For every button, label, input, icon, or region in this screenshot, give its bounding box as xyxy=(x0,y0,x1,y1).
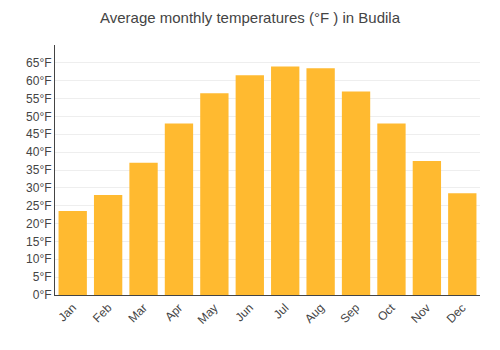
svg-text:5°F: 5°F xyxy=(33,270,52,284)
svg-text:Dec: Dec xyxy=(444,301,469,326)
svg-text:50°F: 50°F xyxy=(26,110,51,124)
svg-text:Nov: Nov xyxy=(408,301,433,326)
svg-text:30°F: 30°F xyxy=(26,181,51,195)
svg-text:Feb: Feb xyxy=(90,301,115,326)
svg-text:60°F: 60°F xyxy=(26,74,51,88)
svg-text:Aug: Aug xyxy=(302,301,327,326)
svg-text:Mar: Mar xyxy=(125,301,150,326)
svg-text:Average monthly temperatures (: Average monthly temperatures (°F ) in Bu… xyxy=(100,9,401,26)
svg-text:20°F: 20°F xyxy=(26,217,51,231)
svg-text:Sep: Sep xyxy=(337,301,362,326)
svg-text:40°F: 40°F xyxy=(26,145,51,159)
svg-text:45°F: 45°F xyxy=(26,127,51,141)
svg-text:65°F: 65°F xyxy=(26,56,51,70)
svg-text:15°F: 15°F xyxy=(26,235,51,249)
svg-text:10°F: 10°F xyxy=(26,252,51,266)
svg-text:35°F: 35°F xyxy=(26,163,51,177)
svg-text:Jun: Jun xyxy=(233,301,257,325)
svg-text:Jul: Jul xyxy=(271,301,292,322)
svg-text:May: May xyxy=(195,301,221,327)
svg-text:0°F: 0°F xyxy=(33,288,52,302)
svg-text:Apr: Apr xyxy=(162,301,185,324)
svg-text:Jan: Jan xyxy=(55,301,79,325)
svg-text:25°F: 25°F xyxy=(26,199,51,213)
svg-text:Oct: Oct xyxy=(375,300,399,324)
svg-text:55°F: 55°F xyxy=(26,92,51,106)
